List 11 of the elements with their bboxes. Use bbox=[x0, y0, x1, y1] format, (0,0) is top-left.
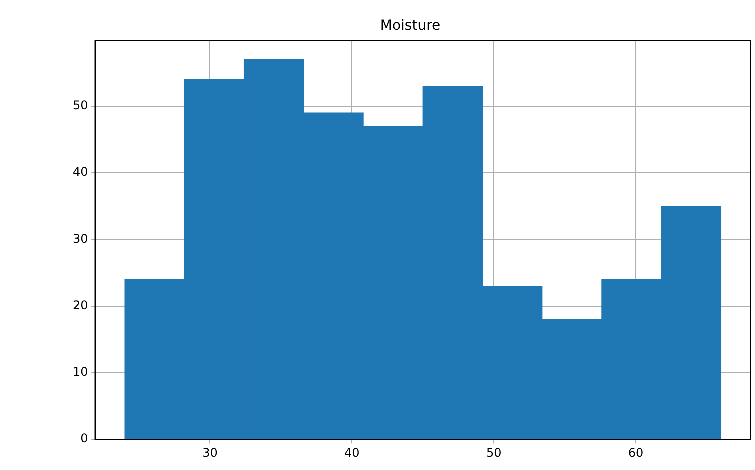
y-tick-label: 10 bbox=[72, 365, 88, 380]
y-tick-label: 0 bbox=[80, 432, 88, 446]
y-tick-label: 30 bbox=[72, 232, 88, 246]
x-tick-label: 60 bbox=[628, 446, 644, 460]
y-tick-label: 40 bbox=[72, 165, 88, 180]
chart-title: Moisture bbox=[380, 18, 441, 34]
y-tick-label: 20 bbox=[72, 298, 88, 312]
x-tick-label: 40 bbox=[344, 446, 360, 460]
x-tick-label: 30 bbox=[202, 446, 218, 460]
x-tick-label: 50 bbox=[486, 446, 502, 460]
y-tick-label: 50 bbox=[72, 98, 88, 113]
